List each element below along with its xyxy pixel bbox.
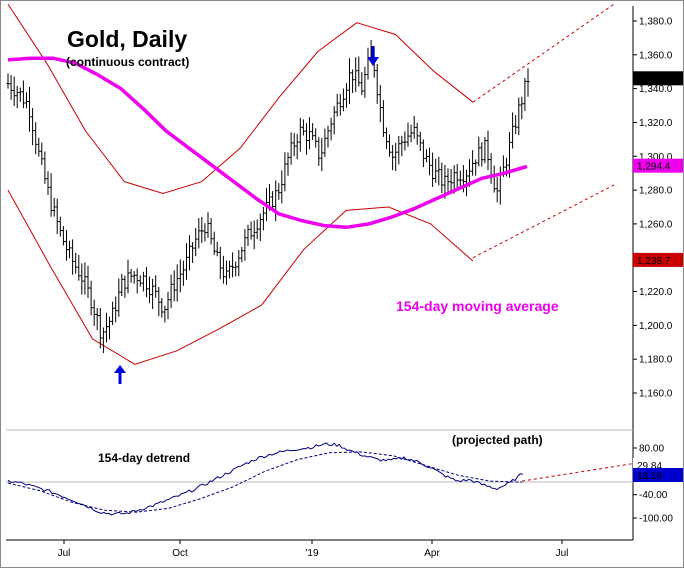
bands-layer [7,3,615,365]
y-tick-label: 1,280.0 [639,186,673,197]
x-tick-label: '19 [305,548,318,559]
y-tick-label: 1,360.0 [639,50,673,61]
y-tick-label: 1,260.0 [639,219,673,230]
x-tick-label: Jul [58,548,71,559]
cycle-high-arrow-icon [367,46,379,66]
moving-average-tag: 1,294.4 [637,162,671,173]
x-tick-label: Oct [172,548,188,559]
detrend-y-tick-label: 80.00 [639,444,664,455]
upper-band-line [7,3,474,195]
moving-average-line [7,56,528,230]
y-tick-label: 1,380.0 [639,17,673,28]
smoothed-value-tag: 18.16 [637,471,662,482]
y-tick-label: 1,180.0 [639,355,673,366]
detrend-line [7,442,524,516]
y-tick-label: 1,320.0 [639,118,673,129]
chart-subtitle: (continuous contract) [66,55,189,69]
x-tick-label: Apr [424,548,440,559]
y-tick-label: 1,300.0 [639,152,673,163]
projected-upper-band-line [472,3,615,103]
x-tick-labels-layer: Jul Oct '19 Apr Jul [58,540,569,559]
last-price-tag: 1,346.1 [637,74,671,85]
moving-average-tag-bg [633,158,683,173]
lower-band-tag-bg [633,252,683,267]
y-tick-label: 1,160.0 [639,389,673,400]
detrend-y-tick-label: -40.00 [639,490,668,501]
last-price-tag-bg [633,71,683,86]
tick-labels-layer: 1,160.01,180.01,200.01,220.01,240.01,260… [633,17,673,525]
projected-path-line [521,463,634,482]
projected-path-annotation: (projected path) [452,433,543,447]
detrend-y-tick-label: -100.00 [639,514,673,525]
y-tick-label: 1,220.0 [639,287,673,298]
cycle-low-arrow-icon [114,365,126,384]
y-tick-label: 1,340.0 [639,84,673,95]
detrend-value-tag: 29.84 [637,461,662,472]
y-tick-label: 1,200.0 [639,321,673,332]
moving-average-layer [7,56,528,230]
moving-average-annotation: 154-day moving average [396,298,559,314]
price-bars-layer [6,39,530,354]
x-tick-label: Jul [556,548,569,559]
smoothed-value-tag-bg [633,468,683,482]
lower-band-line [7,189,474,365]
projected-lower-band-line [472,184,615,259]
chart-title: Gold, Daily [67,26,187,52]
detrend-title: 154-day detrend [98,451,190,465]
detrend-layer [7,442,634,516]
lower-band-tag: 1,238.7 [637,256,671,267]
